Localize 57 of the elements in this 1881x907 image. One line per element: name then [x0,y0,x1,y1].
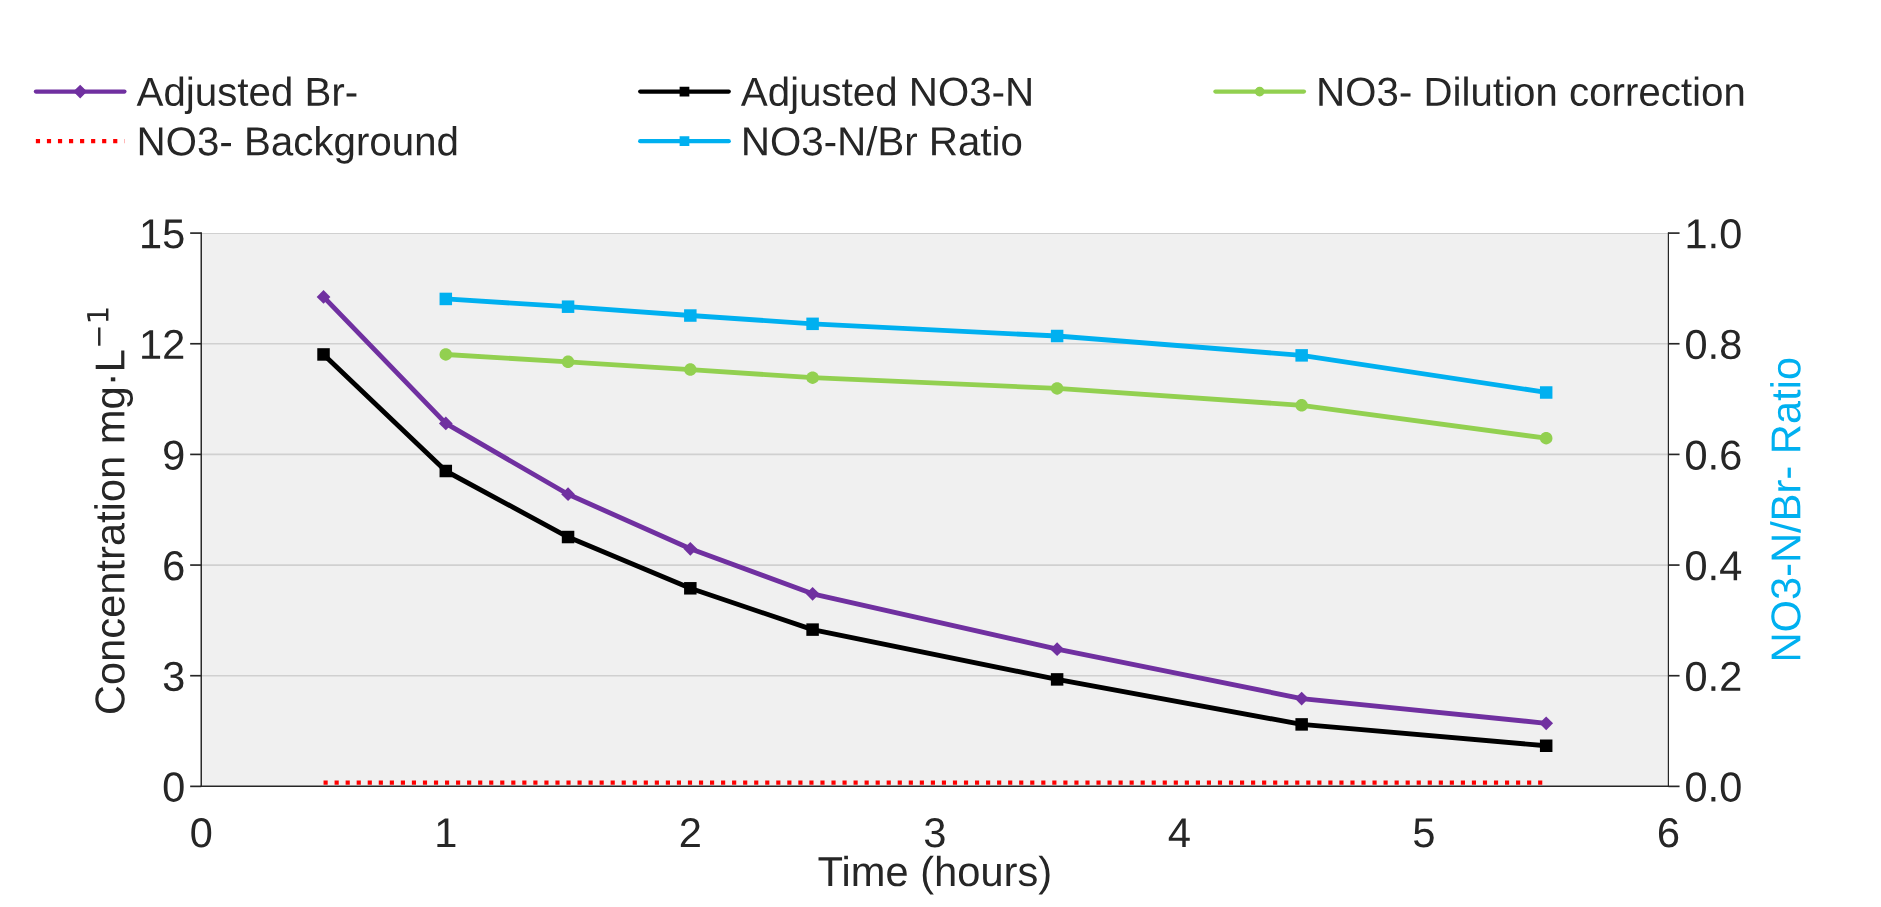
x-tick-label: 4 [1168,818,1190,848]
point [317,348,330,361]
point [1295,718,1308,731]
point [683,541,698,556]
y-tick-label: 9 [164,440,184,470]
y2-tick-label: 0.6 [1686,440,1741,470]
point [1050,329,1064,343]
point [439,292,453,306]
point [1539,716,1554,731]
legend-label: Adjusted Br- [136,76,357,115]
point [561,487,575,502]
point [561,300,575,313]
y2-tick-label: 0.8 [1686,329,1741,360]
point [684,309,697,322]
y-tick-label: 15 [142,219,184,249]
y2-axis-title: NO3-N/Br- Ratio [1770,358,1801,660]
y-tick-label: 6 [164,551,184,581]
y2-tick-label: 0.0 [1686,772,1741,802]
y2-tick-label: 1.0 [1687,219,1741,249]
point [1295,349,1308,362]
y2-tick-label: 0.2 [1686,661,1741,692]
point [1050,642,1064,657]
point [806,623,819,636]
x-axis-title: Time (hours) [818,855,1050,895]
point [561,355,575,369]
point [805,586,820,601]
point [1050,382,1064,395]
point [684,582,697,595]
point [1539,386,1553,399]
legend-label: Adjusted NO3-N [740,76,1031,115]
point [439,348,453,361]
point [561,530,575,544]
y-axis-title: Concentration mg·L$^{−1}$ [87,308,134,714]
x-tick-label: 3 [924,818,945,848]
x-tick-label: 2 [680,818,700,848]
point [806,371,819,384]
point [1539,431,1553,445]
legend-label: NO3- Dilution correction [1319,76,1744,107]
legend-label: NO3-N/Br Ratio [744,126,1022,156]
legend-label: NO3- Background [139,126,457,164]
y-tick-label: 3 [163,661,184,692]
point [806,317,819,331]
point [316,290,331,304]
point [1294,691,1309,706]
y-tick-label: 0 [163,772,184,802]
x-tick-label: 1 [437,818,456,848]
y-tick-label: 12 [142,329,184,359]
x-tick-label: 6 [1658,818,1679,848]
point [439,464,453,478]
point [1050,673,1064,686]
x-tick-label: 0 [191,818,212,848]
point [684,363,697,376]
point [1295,399,1308,412]
point [1539,739,1553,753]
y2-tick-label: 0.4 [1686,551,1742,581]
x-tick-label: 5 [1414,818,1434,848]
point [438,416,453,431]
